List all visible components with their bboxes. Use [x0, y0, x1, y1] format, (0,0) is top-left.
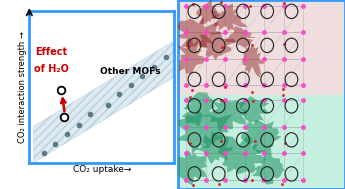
Polygon shape: [238, 96, 269, 124]
Polygon shape: [210, 3, 248, 31]
Polygon shape: [34, 42, 173, 163]
Polygon shape: [241, 120, 281, 156]
Polygon shape: [225, 26, 257, 48]
Polygon shape: [174, 110, 233, 154]
Bar: [178, 0, 345, 94]
Polygon shape: [242, 46, 265, 78]
Polygon shape: [198, 31, 236, 61]
Polygon shape: [252, 154, 285, 185]
Bar: [178, 94, 345, 189]
Polygon shape: [168, 150, 208, 185]
Polygon shape: [181, 92, 216, 127]
Polygon shape: [176, 38, 205, 74]
Polygon shape: [178, 16, 225, 47]
Text: Effect: Effect: [35, 47, 67, 57]
Polygon shape: [196, 0, 220, 24]
Text: of H₂O: of H₂O: [33, 64, 69, 74]
Polygon shape: [195, 132, 233, 164]
Polygon shape: [207, 99, 249, 132]
Text: Other MOFs: Other MOFs: [100, 67, 161, 76]
Y-axis label: CO₂ interaction strength →: CO₂ interaction strength →: [18, 31, 27, 143]
X-axis label: CO₂ uptake→: CO₂ uptake→: [72, 165, 131, 174]
Polygon shape: [218, 136, 266, 174]
